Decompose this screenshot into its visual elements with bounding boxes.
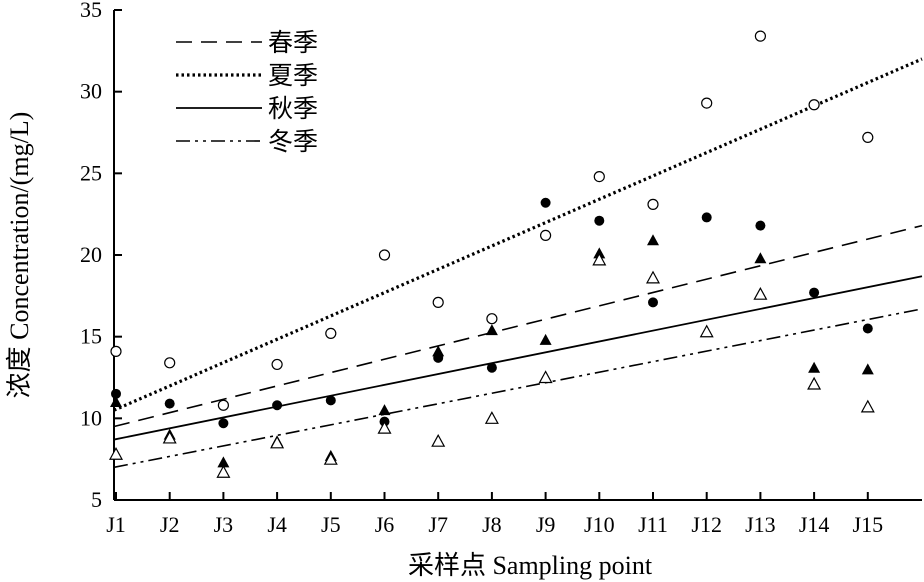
data-point	[110, 396, 122, 407]
data-point	[377, 420, 392, 434]
x-tick-label: J7	[428, 512, 448, 537]
data-point	[486, 313, 498, 325]
trend-line	[113, 275, 923, 441]
data-point	[323, 451, 338, 465]
data-point	[272, 400, 283, 411]
data-point	[162, 430, 177, 444]
data-point	[647, 198, 659, 210]
x-tick-label: J9	[536, 512, 556, 537]
x-tick-label: J2	[160, 512, 180, 537]
y-tick-label: 10	[80, 405, 102, 430]
data-point	[755, 220, 766, 231]
trend-line	[113, 224, 923, 428]
data-point	[325, 395, 336, 406]
data-point	[108, 447, 124, 460]
data-point	[216, 464, 231, 478]
data-point	[164, 398, 175, 409]
data-point	[110, 345, 122, 357]
axes: 5 10 15 20 25 30 35 J1 J2 J3 J4 J5 J6 J7 J8 J9 J10 J11 J12…	[80, 0, 922, 537]
data-point	[753, 286, 768, 300]
data-point	[701, 97, 713, 109]
data-point	[862, 323, 873, 334]
x-tick-label: J15	[853, 512, 884, 537]
data-point	[594, 215, 605, 226]
data-point	[432, 296, 444, 308]
legend-label: 冬季	[268, 127, 318, 156]
x-tick-label: J3	[214, 512, 234, 537]
x-tick-label: J10	[584, 512, 615, 537]
data-point	[593, 171, 605, 183]
data-point	[699, 324, 714, 338]
y-tick-label: 25	[80, 160, 102, 185]
trend-lines	[113, 57, 923, 469]
data-point	[217, 456, 230, 468]
data-points	[108, 30, 875, 478]
legend-label: 春季	[268, 28, 318, 57]
x-tick-label: J12	[691, 512, 722, 537]
data-point	[861, 363, 874, 375]
x-tick-label: J1	[106, 512, 126, 537]
data-point	[645, 270, 661, 284]
legend-label: 夏季	[268, 61, 318, 90]
data-point	[754, 252, 767, 264]
data-point	[484, 411, 499, 424]
y-axis-title: 浓度 Concentration/(mg/L)	[5, 112, 34, 399]
data-point	[111, 388, 121, 399]
legend-label: 秋季	[268, 94, 318, 123]
data-point	[592, 252, 607, 266]
data-point	[164, 357, 176, 369]
data-point	[754, 30, 767, 42]
data-point	[808, 99, 820, 111]
data-point	[808, 361, 821, 373]
data-point	[862, 131, 874, 143]
y-tick-label: 20	[80, 242, 102, 267]
x-tick-label: J13	[745, 512, 776, 537]
data-point	[539, 333, 552, 345]
data-point	[431, 433, 446, 447]
data-point	[485, 324, 498, 336]
data-point	[218, 418, 229, 429]
x-tick-label: J4	[267, 512, 287, 537]
y-tick-label: 35	[80, 0, 102, 22]
data-point	[701, 212, 712, 223]
data-point	[809, 287, 820, 298]
trend-line	[113, 308, 923, 469]
x-tick-label: J6	[375, 512, 395, 537]
y-tick-label: 30	[80, 79, 102, 104]
data-point	[648, 297, 658, 308]
data-point	[539, 229, 552, 241]
x-tick-label: J11	[638, 512, 668, 537]
data-point	[807, 376, 822, 390]
data-point	[860, 399, 875, 413]
data-point	[538, 370, 553, 384]
y-tick-label: 5	[91, 487, 102, 512]
data-point	[217, 399, 229, 411]
data-point	[432, 345, 445, 357]
data-point	[271, 358, 283, 371]
data-point	[378, 404, 391, 416]
x-tick-label: J5	[321, 512, 341, 537]
x-tick-label: J8	[482, 512, 502, 537]
data-point	[378, 249, 391, 261]
trend-line	[113, 57, 923, 412]
x-tick-label: J14	[799, 512, 830, 537]
y-tick-label: 15	[80, 324, 102, 349]
x-axis-title: 采样点 Sampling point	[408, 551, 653, 580]
data-point	[270, 435, 285, 449]
data-point	[433, 352, 444, 363]
data-point	[486, 362, 497, 373]
data-point	[647, 234, 659, 246]
data-point	[325, 327, 337, 339]
data-point	[540, 197, 551, 208]
